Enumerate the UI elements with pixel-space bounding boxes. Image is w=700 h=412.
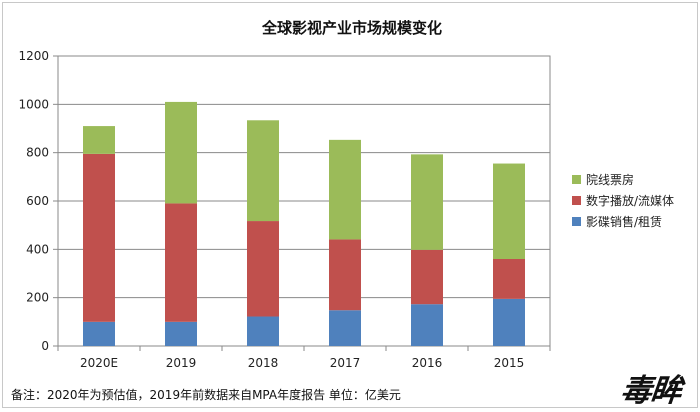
- y-tick-label: 0: [41, 339, 49, 353]
- x-tick-label: 2016: [412, 356, 443, 370]
- legend-label: 院线票房: [586, 172, 634, 187]
- y-tick-label: 400: [26, 242, 49, 256]
- bar-segment: [493, 298, 525, 346]
- y-tick-label: 1000: [18, 97, 49, 111]
- bar-segment: [493, 163, 525, 259]
- x-tick-label: 2020E: [80, 356, 118, 370]
- y-tick-label: 600: [26, 194, 49, 208]
- bar-segment: [247, 316, 279, 346]
- y-axis: 0 200 400 600 800 1000 1200: [18, 49, 58, 353]
- bar-segment: [329, 239, 361, 311]
- bar-segment: [83, 321, 115, 346]
- chart-frame: 全球影视产业市场规模变化 0 200 400 600 800 1000 1200 2020E…: [2, 2, 698, 408]
- x-tick-label: 2018: [248, 356, 279, 370]
- y-tick-label: 200: [26, 291, 49, 305]
- gridlines: [58, 103, 550, 299]
- footer-note: 备注：2020年为预估值，2019年前数据来自MPA年度报告 单位：亿美元: [11, 388, 401, 402]
- bar-segment: [411, 154, 443, 250]
- y-tick-label: 800: [26, 146, 49, 160]
- brand-logo: 毒眸: [618, 373, 683, 408]
- bar-segment: [165, 321, 197, 346]
- bar-segment: [165, 203, 197, 322]
- bar-segment: [83, 153, 115, 322]
- x-axis: 2020E 2019 2018 2017 2016 2015: [57, 346, 551, 370]
- bar-segment: [411, 304, 443, 346]
- legend-swatch: [572, 196, 581, 205]
- bar-segment: [165, 101, 197, 204]
- bar-segment: [247, 221, 279, 317]
- bar-segment: [247, 120, 279, 222]
- bar-segment: [493, 259, 525, 299]
- bar-segment: [411, 249, 443, 305]
- bar-segment: [329, 310, 361, 346]
- legend-label: 影碟销售/租赁: [586, 214, 662, 229]
- chart-title: 全球影视产业市场规模变化: [261, 19, 442, 37]
- x-tick-label: 2019: [166, 356, 197, 370]
- bars: [83, 101, 525, 346]
- x-tick-label: 2017: [330, 356, 361, 370]
- chart-svg: 全球影视产业市场规模变化 0 200 400 600 800 1000 1200 2020E…: [18, 19, 674, 370]
- legend-swatch: [572, 217, 581, 226]
- bar-segment: [329, 139, 361, 240]
- legend-label: 数字播放/流媒体: [586, 193, 674, 208]
- bar-segment: [83, 126, 115, 154]
- y-tick-label: 1200: [18, 49, 49, 63]
- legend-swatch: [572, 175, 581, 184]
- x-tick-label: 2015: [494, 356, 525, 370]
